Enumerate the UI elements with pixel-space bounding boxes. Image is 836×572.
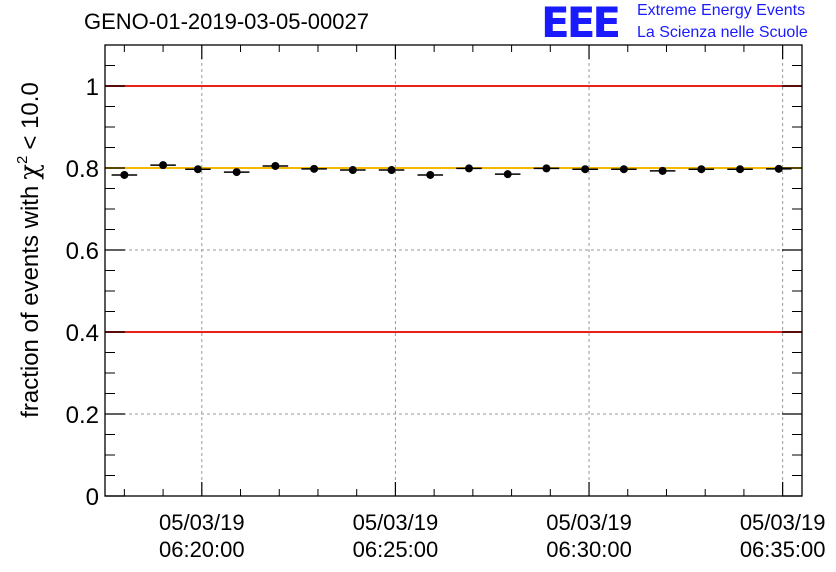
data-point-marker	[348, 166, 357, 175]
eee-logo: EEE	[541, 0, 621, 47]
y-axis-label: fraction of events withχ2< 10.0	[14, 82, 45, 418]
y-tick-label: 0.2	[66, 402, 99, 429]
data-point-marker	[387, 166, 396, 175]
data-point-marker	[193, 165, 202, 174]
x-tick-date: 05/03/19	[159, 510, 245, 535]
y-tick-label: 0.8	[66, 156, 99, 183]
grid-lines	[105, 45, 802, 496]
x-tick-date: 05/03/19	[740, 510, 826, 535]
x-tick-date: 05/03/19	[353, 510, 439, 535]
y-tick-labels: 0 0.2 0.4 0.6 0.8 1	[66, 74, 99, 511]
plot-frame	[104, 44, 803, 497]
x-tick-time: 06:35:00	[740, 537, 826, 562]
data-points	[111, 161, 792, 179]
x-tick-time: 06:25:00	[353, 537, 439, 562]
x-tick-time: 06:20:00	[159, 537, 245, 562]
data-point-marker	[464, 164, 473, 173]
data-point-marker	[426, 170, 435, 179]
x-tick-labels: 05/03/1906:20:0005/03/1906:25:0005/03/19…	[159, 510, 825, 562]
y-tick-label: 1	[86, 74, 99, 101]
data-point-marker	[658, 166, 667, 175]
data-point-marker	[159, 161, 168, 170]
chart-title: GENO-01-2019-03-05-00027	[84, 9, 369, 34]
axis-ticks	[105, 45, 802, 497]
data-point-marker	[581, 165, 590, 174]
data-point-marker	[774, 164, 783, 173]
data-point-marker	[310, 164, 319, 173]
y-tick-label: 0	[86, 484, 99, 511]
data-point-marker	[542, 164, 551, 173]
data-point-marker	[271, 161, 280, 170]
data-point-marker	[120, 170, 129, 179]
data-point-marker	[619, 165, 628, 174]
y-tick-label: 0.4	[66, 320, 99, 347]
data-point-marker	[697, 165, 706, 174]
logo-subtitle-line2: La Scienza nelle Scuole	[637, 24, 808, 41]
logo-subtitle-line1: Extreme Energy Events	[637, 2, 806, 19]
data-point-marker	[232, 168, 241, 177]
x-tick-time: 06:30:00	[546, 537, 632, 562]
data-point-marker	[503, 170, 512, 179]
reference-lines	[105, 85, 802, 333]
x-tick-date: 05/03/19	[546, 510, 632, 535]
data-point-marker	[736, 165, 745, 174]
y-tick-label: 0.6	[66, 238, 99, 265]
